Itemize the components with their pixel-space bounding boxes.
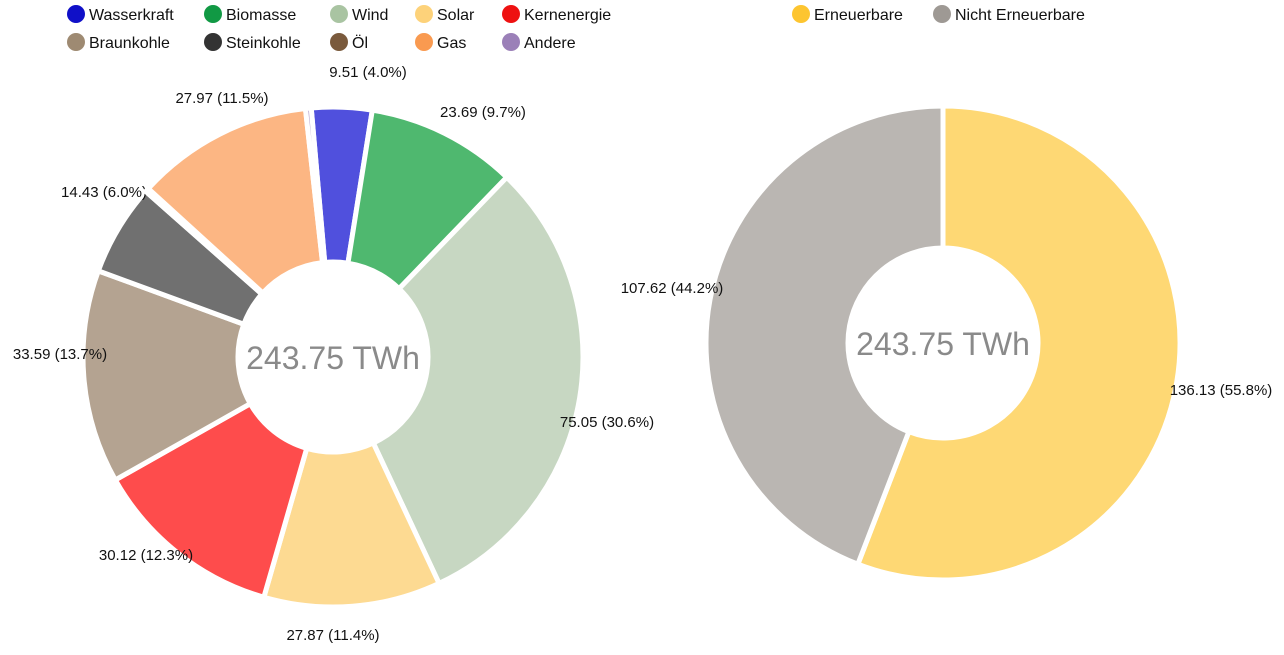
slice-label-biomasse: 23.69 (9.7%) bbox=[440, 104, 526, 121]
center-total-label: 243.75 TWh bbox=[246, 340, 420, 376]
legend-marker-nicht-erneuerbare[interactable] bbox=[933, 5, 951, 23]
slice-label-nicht-erneuerbare: 107.62 (44.2%) bbox=[621, 280, 724, 297]
legend-label-biomasse[interactable]: Biomasse bbox=[226, 7, 296, 24]
slice-label-erneuerbare: 136.13 (55.8%) bbox=[1170, 382, 1273, 399]
legend-label-braunkohle[interactable]: Braunkohle bbox=[89, 35, 170, 52]
legend-marker-biomasse[interactable] bbox=[204, 5, 222, 23]
legend-label-solar[interactable]: Solar bbox=[437, 7, 475, 24]
slice-nicht-erneuerbare[interactable] bbox=[703, 103, 946, 567]
slice-label-braunkohle: 33.59 (13.7%) bbox=[13, 346, 107, 363]
legend-label-steinkohle[interactable]: Steinkohle bbox=[226, 35, 301, 52]
legend-label-wasserkraft[interactable]: Wasserkraft bbox=[89, 7, 174, 24]
legend-marker-andere[interactable] bbox=[502, 33, 520, 51]
slice-label-kernenergie: 30.12 (12.3%) bbox=[99, 547, 193, 564]
slice-gas[interactable] bbox=[145, 106, 326, 296]
legend-marker-erneuerbare[interactable] bbox=[792, 5, 810, 23]
legend-marker-solar[interactable] bbox=[415, 5, 433, 23]
slice-label-wasserkraft: 9.51 (4.0%) bbox=[329, 64, 407, 81]
slice-braunkohle[interactable] bbox=[80, 268, 253, 483]
slice-solar[interactable] bbox=[261, 440, 442, 610]
legend-marker-kernenergie[interactable] bbox=[502, 5, 520, 23]
legend-marker-wasserkraft[interactable] bbox=[67, 5, 85, 23]
legend-label-kernenergie[interactable]: Kernenergie bbox=[524, 7, 611, 24]
legend-label-andere[interactable]: Andere bbox=[524, 35, 576, 52]
legend-label-erneuerbare[interactable]: Erneuerbare bbox=[814, 7, 903, 24]
legend-label-nicht-erneuerbare[interactable]: Nicht Erneuerbare bbox=[955, 7, 1085, 24]
center-total-label: 243.75 TWh bbox=[856, 326, 1030, 362]
slice-wind[interactable] bbox=[370, 174, 586, 586]
slice-label-wind: 75.05 (30.6%) bbox=[560, 414, 654, 431]
legend-marker-wind[interactable] bbox=[330, 5, 348, 23]
slice-erneuerbare[interactable] bbox=[855, 103, 1183, 583]
legend-marker-braunkohle[interactable] bbox=[67, 33, 85, 51]
legend-label-wind[interactable]: Wind bbox=[352, 7, 388, 24]
slice-kernenergie[interactable] bbox=[112, 401, 310, 600]
legend-label-oel[interactable]: Öl bbox=[352, 34, 368, 52]
legend-marker-oel[interactable] bbox=[330, 33, 348, 51]
slice-label-gas: 27.97 (11.5%) bbox=[175, 90, 268, 107]
slice-label-solar: 27.87 (11.4%) bbox=[286, 627, 379, 644]
slice-andere[interactable] bbox=[302, 105, 328, 266]
legend-marker-gas[interactable] bbox=[415, 33, 433, 51]
slice-label-steinkohle: 14.43 (6.0%) bbox=[61, 184, 147, 201]
legend-marker-steinkohle[interactable] bbox=[204, 33, 222, 51]
legend-label-gas[interactable]: Gas bbox=[437, 35, 466, 52]
